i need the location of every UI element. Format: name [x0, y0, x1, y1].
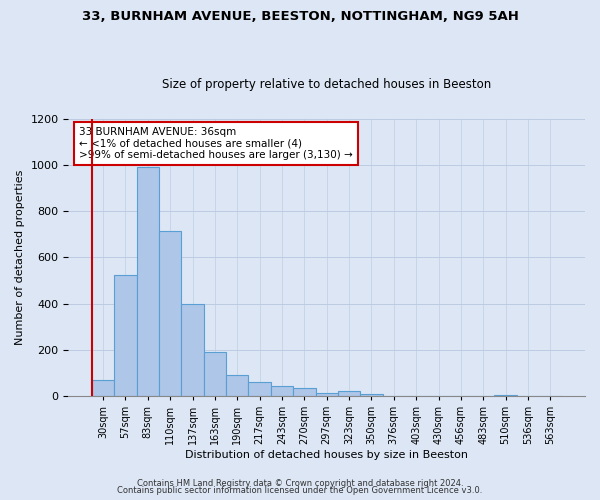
Bar: [316, 392, 338, 396]
Bar: [114, 274, 137, 396]
Bar: [204, 352, 226, 396]
Bar: [226, 375, 248, 396]
Text: Contains public sector information licensed under the Open Government Licence v3: Contains public sector information licen…: [118, 486, 482, 495]
Text: 33, BURNHAM AVENUE, BEESTON, NOTTINGHAM, NG9 5AH: 33, BURNHAM AVENUE, BEESTON, NOTTINGHAM,…: [82, 10, 518, 23]
Bar: [293, 388, 316, 396]
Text: Contains HM Land Registry data © Crown copyright and database right 2024.: Contains HM Land Registry data © Crown c…: [137, 478, 463, 488]
Title: Size of property relative to detached houses in Beeston: Size of property relative to detached ho…: [162, 78, 491, 91]
X-axis label: Distribution of detached houses by size in Beeston: Distribution of detached houses by size …: [185, 450, 468, 460]
Text: 33 BURNHAM AVENUE: 36sqm
← <1% of detached houses are smaller (4)
>99% of semi-d: 33 BURNHAM AVENUE: 36sqm ← <1% of detach…: [79, 127, 352, 160]
Bar: [92, 380, 114, 396]
Bar: [248, 382, 271, 396]
Bar: [137, 167, 159, 396]
Bar: [271, 386, 293, 396]
Bar: [338, 392, 360, 396]
Bar: [159, 230, 181, 396]
Bar: [181, 304, 204, 396]
Bar: [360, 394, 383, 396]
Y-axis label: Number of detached properties: Number of detached properties: [15, 170, 25, 345]
Bar: [494, 395, 517, 396]
